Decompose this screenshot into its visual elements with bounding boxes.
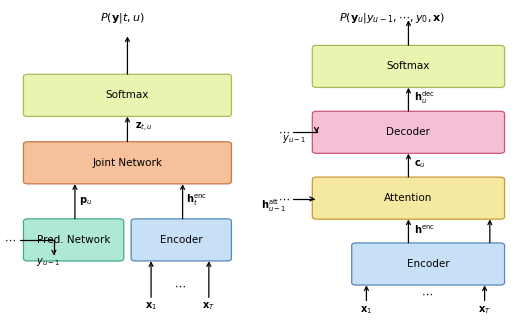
- Text: $\mathbf{x}_T$: $\mathbf{x}_T$: [478, 304, 491, 316]
- Text: $\mathbf{c}_u$: $\mathbf{c}_u$: [414, 159, 426, 170]
- Text: $\mathbf{h}_{u-1}^\mathrm{att}$: $\mathbf{h}_{u-1}^\mathrm{att}$: [261, 197, 287, 214]
- Text: $\mathbf{h}_t^\mathrm{enc}$: $\mathbf{h}_t^\mathrm{enc}$: [186, 193, 207, 208]
- Text: $P(\mathbf{y}|t, u)$: $P(\mathbf{y}|t, u)$: [100, 11, 145, 25]
- FancyBboxPatch shape: [23, 74, 231, 116]
- Text: $y_{u-1}$: $y_{u-1}$: [282, 133, 307, 145]
- Text: $\cdots$: $\cdots$: [278, 127, 290, 137]
- FancyBboxPatch shape: [23, 142, 231, 184]
- Text: $\cdots$: $\cdots$: [174, 281, 186, 291]
- Text: $\mathbf{x}_1$: $\mathbf{x}_1$: [145, 301, 157, 312]
- Text: $\cdots$: $\cdots$: [278, 194, 290, 204]
- FancyBboxPatch shape: [23, 219, 124, 261]
- Text: Decoder: Decoder: [386, 127, 430, 137]
- Text: $y_{u-1}$: $y_{u-1}$: [35, 256, 60, 268]
- Text: Softmax: Softmax: [106, 90, 149, 100]
- Text: $P(\mathbf{y}_u|y_{u-1}, \cdots, y_0, \mathbf{x})$: $P(\mathbf{y}_u|y_{u-1}, \cdots, y_0, \m…: [340, 11, 446, 25]
- FancyBboxPatch shape: [352, 243, 505, 285]
- FancyBboxPatch shape: [313, 45, 505, 87]
- Text: $\cdots$: $\cdots$: [421, 289, 433, 299]
- Text: Softmax: Softmax: [386, 62, 430, 71]
- FancyBboxPatch shape: [131, 219, 231, 261]
- Text: Attention: Attention: [384, 193, 432, 203]
- Text: $\mathbf{h}_u^\mathrm{dec}$: $\mathbf{h}_u^\mathrm{dec}$: [414, 89, 435, 106]
- Text: Joint Network: Joint Network: [92, 158, 163, 168]
- FancyBboxPatch shape: [313, 177, 505, 219]
- Text: $\mathbf{x}_T$: $\mathbf{x}_T$: [202, 301, 215, 312]
- Text: $\cdots$: $\cdots$: [4, 235, 16, 245]
- Text: $\mathbf{x}_1$: $\mathbf{x}_1$: [361, 304, 372, 316]
- FancyBboxPatch shape: [313, 111, 505, 153]
- Text: $\mathbf{z}_{t,u}$: $\mathbf{z}_{t,u}$: [135, 121, 153, 134]
- Text: $\mathbf{h}^\mathrm{enc}$: $\mathbf{h}^\mathrm{enc}$: [414, 223, 435, 236]
- Text: Pred. Network: Pred. Network: [37, 235, 110, 245]
- Text: Encoder: Encoder: [407, 259, 449, 269]
- Text: Encoder: Encoder: [160, 235, 203, 245]
- Text: $\mathbf{p}_u$: $\mathbf{p}_u$: [79, 194, 92, 206]
